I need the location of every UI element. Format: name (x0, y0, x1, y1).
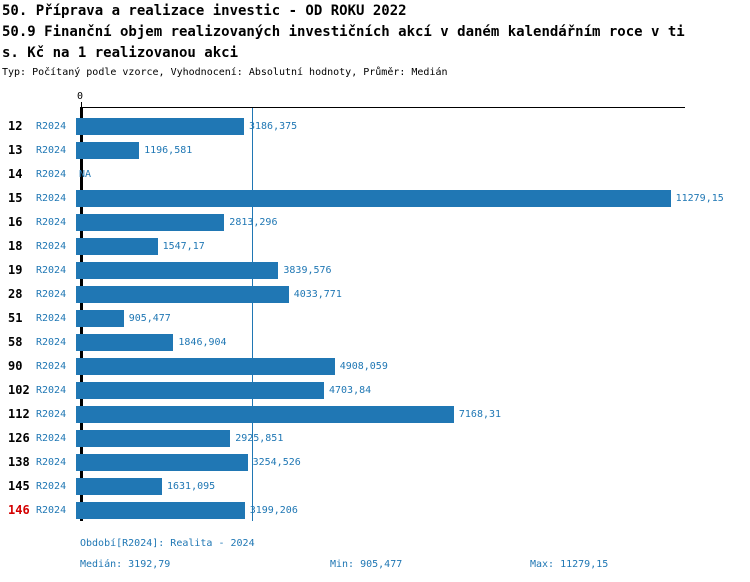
bar (76, 141, 140, 159)
footer-median-label: Medián: 3192,79 (80, 559, 171, 570)
chart-row: 16 R2024 2813,296 (0, 210, 750, 234)
bar (76, 117, 244, 135)
row-period-label: R2024 (36, 456, 67, 468)
bar-value-label: 2813,296 (229, 216, 278, 228)
chart-row: 28 R2024 4033,771 (0, 282, 750, 306)
report-title-line-1: 50. Příprava a realizace investic - OD R… (2, 3, 407, 19)
row-category-label: 15 (8, 191, 23, 205)
bar (76, 381, 324, 399)
chart-row: 13 R2024 1196,581 (0, 138, 750, 162)
row-category-label: 146 (8, 503, 30, 517)
x-axis-zero-tick (81, 102, 82, 107)
bar-value-label: 1846,904 (178, 336, 227, 348)
row-period-label: R2024 (36, 480, 67, 492)
row-category-label: 138 (8, 455, 30, 469)
bar (76, 189, 671, 207)
report-title-line-2: 50.9 Finanční objem realizovaných invest… (2, 24, 685, 40)
bar-value-label: 905,477 (128, 312, 171, 324)
bar-value-label: 2925,851 (235, 432, 284, 444)
row-category-label: 112 (8, 407, 30, 421)
row-category-label: 51 (8, 311, 23, 325)
bar (76, 261, 279, 279)
bar (76, 285, 289, 303)
row-period-label: R2024 (36, 192, 67, 204)
row-period-label: R2024 (36, 288, 67, 300)
row-period-label: R2024 (36, 336, 67, 348)
row-category-label: 13 (8, 143, 23, 157)
bar (76, 501, 245, 519)
bar-value-label: 3186,375 (249, 120, 298, 132)
chart-row: 90 R2024 4908,059 (0, 354, 750, 378)
row-period-label: R2024 (36, 432, 67, 444)
row-period-label: R2024 (36, 504, 67, 516)
row-period-label: R2024 (36, 216, 67, 228)
row-period-label: R2024 (36, 240, 67, 252)
bar-value-label: NA (79, 168, 92, 180)
chart-row: 102 R2024 4703,84 (0, 378, 750, 402)
bar-value-label: 1631,095 (167, 480, 216, 492)
chart-row: 112 R2024 7168,31 (0, 402, 750, 426)
row-category-label: 18 (8, 239, 23, 253)
x-axis-zero-tick-label: 0 (77, 91, 84, 102)
footer-period-label: Období[R2024]: Realita - 2024 (80, 538, 255, 549)
bar-value-label: 4033,771 (293, 288, 342, 300)
footer-min-label: Min: 905,477 (330, 559, 403, 570)
x-axis-line (80, 107, 685, 108)
chart-row: 126 R2024 2925,851 (0, 426, 750, 450)
footer-max-label: Max: 11279,15 (530, 559, 609, 570)
report-title-line-3: s. Kč na 1 realizovanou akci (2, 45, 239, 61)
median-reference-line (252, 108, 253, 521)
row-period-label: R2024 (36, 360, 67, 372)
row-category-label: 58 (8, 335, 23, 349)
row-period-label: R2024 (36, 168, 67, 180)
bar-chart: 12 R2024 3186,375 13 R2024 1196,581 14 R… (0, 114, 750, 522)
bar (76, 453, 248, 471)
row-category-label: 145 (8, 479, 30, 493)
row-period-label: R2024 (36, 312, 67, 324)
bar-value-label: 3254,526 (252, 456, 301, 468)
chart-row: 14 R2024 NA (0, 162, 750, 186)
chart-row: 51 R2024 905,477 (0, 306, 750, 330)
row-category-label: 19 (8, 263, 23, 277)
row-category-label: 102 (8, 383, 30, 397)
row-period-label: R2024 (36, 408, 67, 420)
chart-row: 12 R2024 3186,375 (0, 114, 750, 138)
bar-value-label: 4908,059 (339, 360, 388, 372)
row-period-label: R2024 (36, 384, 67, 396)
bar (76, 333, 174, 351)
row-category-label: 12 (8, 119, 23, 133)
chart-row: 146 R2024 3199,206 (0, 498, 750, 522)
bar (76, 477, 162, 495)
chart-row: 15 R2024 11279,15 (0, 186, 750, 210)
row-period-label: R2024 (36, 264, 67, 276)
bar-value-label: 1547,17 (162, 240, 205, 252)
row-period-label: R2024 (36, 144, 67, 156)
row-period-label: R2024 (36, 120, 67, 132)
chart-row: 18 R2024 1547,17 (0, 234, 750, 258)
row-category-label: 90 (8, 359, 23, 373)
bar-value-label: 3839,576 (283, 264, 332, 276)
row-category-label: 16 (8, 215, 23, 229)
bar (76, 357, 335, 375)
bar-value-label: 11279,15 (675, 192, 724, 204)
bar (76, 213, 225, 231)
bar (76, 405, 454, 423)
chart-row: 58 R2024 1846,904 (0, 330, 750, 354)
bar-value-label: 1196,581 (144, 144, 193, 156)
row-category-label: 126 (8, 431, 30, 445)
chart-row: 138 R2024 3254,526 (0, 450, 750, 474)
report-meta-line: Typ: Počítaný podle vzorce, Vyhodnocení:… (2, 67, 448, 78)
bar-value-label: 4703,84 (329, 384, 372, 396)
row-category-label: 14 (8, 167, 23, 181)
bar-value-label: 7168,31 (458, 408, 502, 420)
bar-value-label: 3199,206 (249, 504, 298, 516)
chart-row: 145 R2024 1631,095 (0, 474, 750, 498)
chart-row: 19 R2024 3839,576 (0, 258, 750, 282)
bar (76, 237, 158, 255)
bar (76, 309, 124, 327)
bar (76, 429, 231, 447)
row-category-label: 28 (8, 287, 23, 301)
